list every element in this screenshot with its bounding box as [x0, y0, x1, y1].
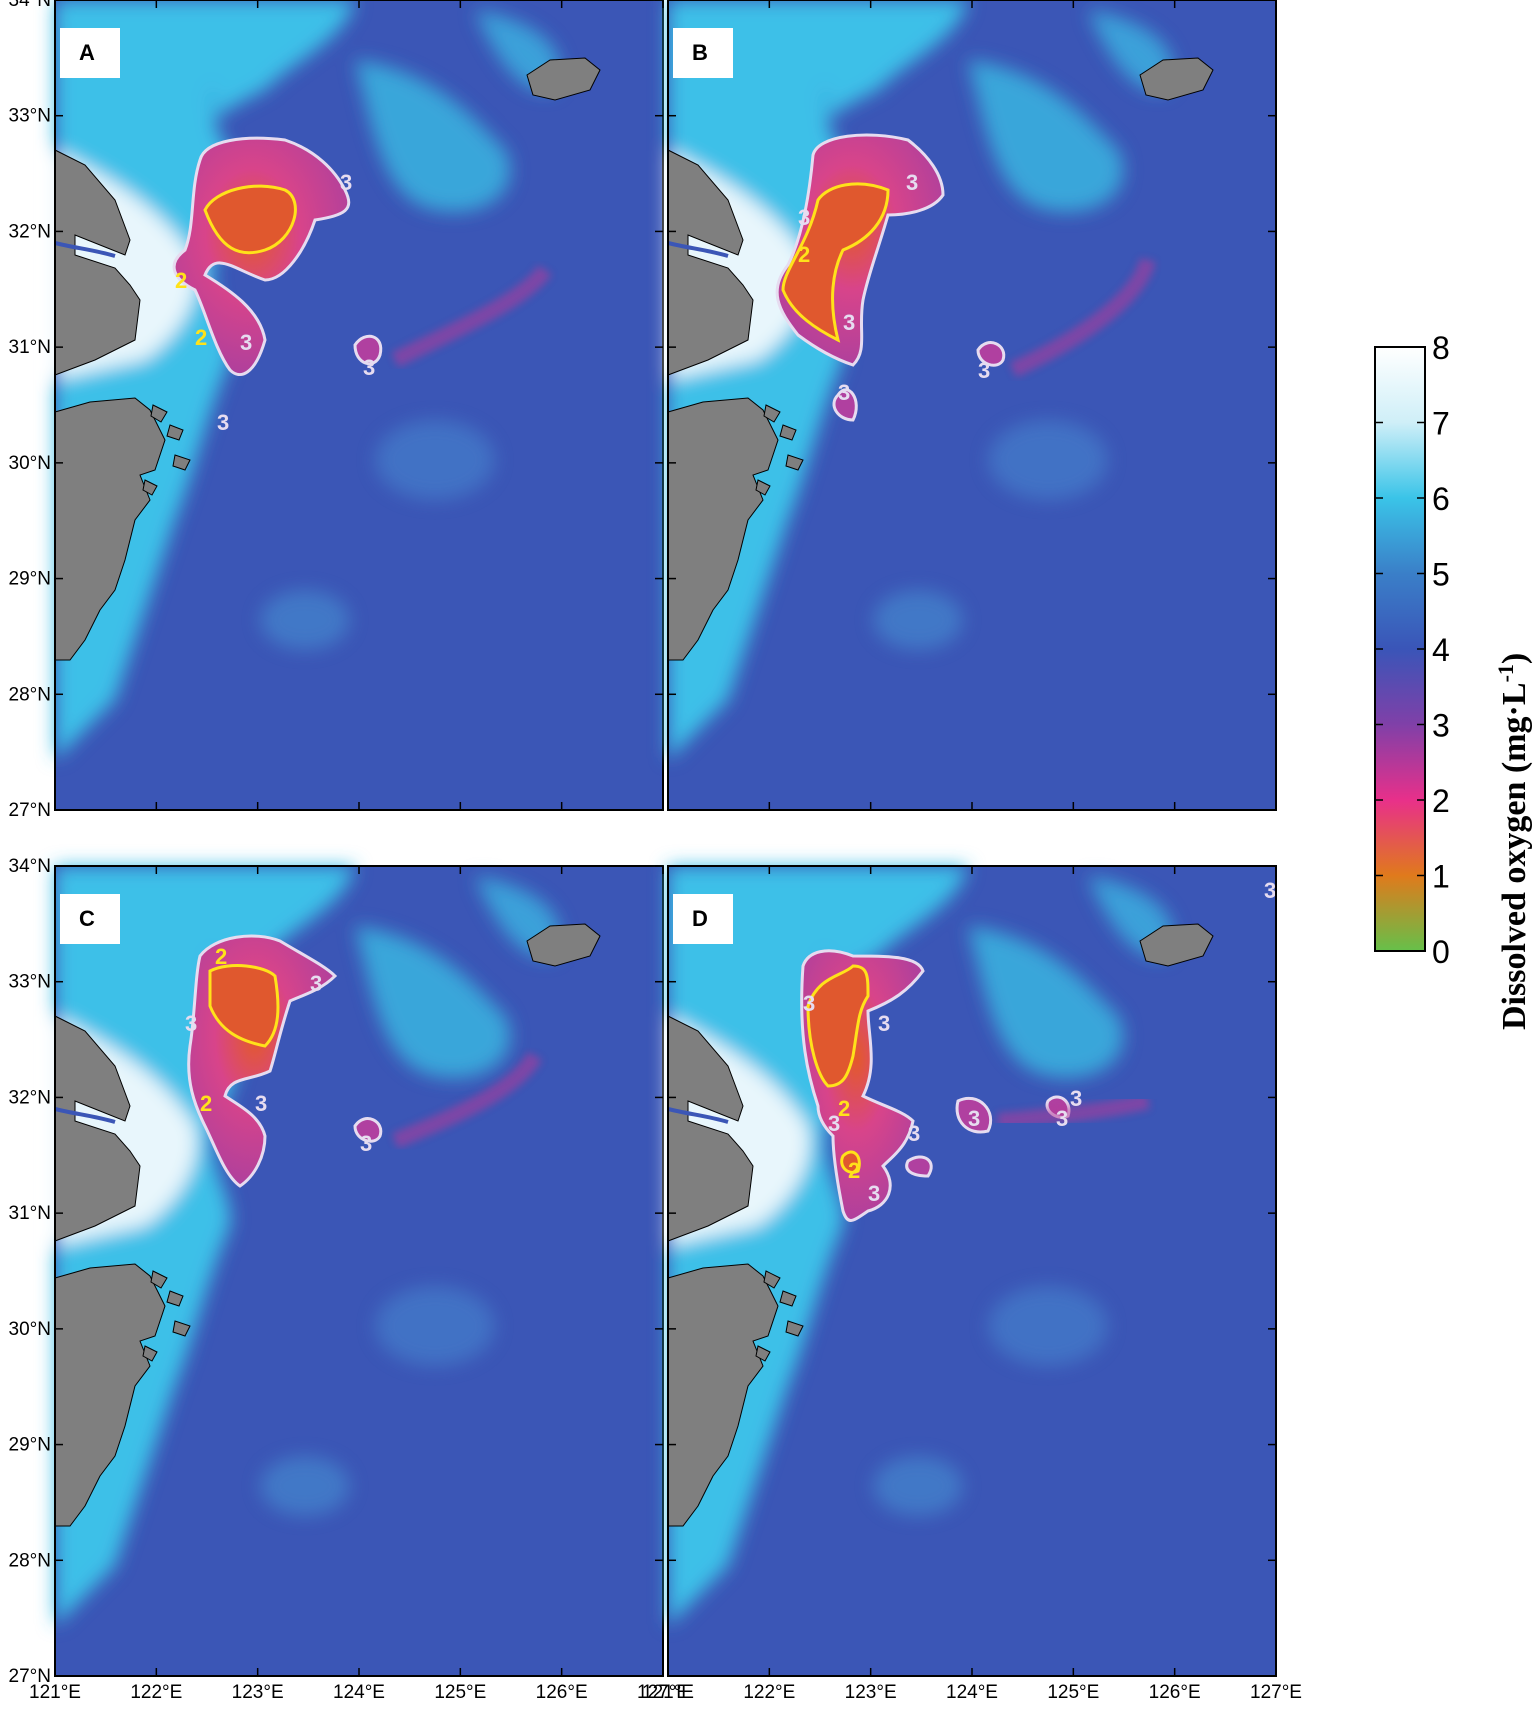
- lat-tick-label: 30°N: [9, 1319, 51, 1340]
- lon-tick-label: 124°E: [333, 1682, 385, 1703]
- colorbar-tick-label: 8: [1432, 330, 1450, 366]
- panel-b: 3 3 3 3 3 2 B: [668, 0, 1276, 810]
- colorbar-tick-label: 5: [1432, 557, 1450, 593]
- lat-tick-label: 33°N: [9, 106, 51, 127]
- lon-tick-label: 121°E: [29, 1682, 81, 1703]
- lon-tick-label: 124°E: [946, 1682, 998, 1703]
- contour-label-2: 2: [200, 1091, 212, 1116]
- lat-tick-label: 32°N: [9, 1087, 51, 1108]
- lat-tick-label: 31°N: [9, 337, 51, 358]
- contour-label-2: 2: [838, 1096, 850, 1121]
- lat-tick-label: 27°N: [9, 800, 51, 821]
- contour-label-3: 3: [968, 1106, 980, 1131]
- panel-a: 3 3 3 3 2 2 A: [55, 0, 663, 810]
- contour-label-3: 3: [185, 1011, 197, 1036]
- lon-tick-label: 127°E: [637, 1682, 689, 1703]
- contour-label-3: 3: [838, 380, 850, 405]
- lat-tick-label: 31°N: [9, 1203, 51, 1224]
- axis-ticks: 27°N 28°N 29°N 30°N 31°N 32°N 33°N 34°N 121°E 122…: [9, 0, 1302, 1703]
- lat-tick-label: 34°N: [9, 856, 51, 877]
- lon-tick-label: 122°E: [743, 1682, 795, 1703]
- contour-label-2: 2: [848, 1158, 860, 1183]
- lon-tick-label: 123°E: [232, 1682, 284, 1703]
- lat-tick-label: 29°N: [9, 1435, 51, 1456]
- colorbar: 0 1 2 3 4 5 6 7 8 Dissolved oxygen (mg·L-1): [1374, 330, 1533, 1030]
- hypoxia-zone-a: 3 3 3 3 2 2: [172, 136, 552, 435]
- colorbar-tick-label: 7: [1432, 406, 1450, 442]
- colorbar-tick-label: 1: [1432, 859, 1450, 895]
- lat-tick-label: 28°N: [9, 1550, 51, 1571]
- lon-tick-label: 125°E: [1047, 1682, 1099, 1703]
- panel-letter: B: [692, 40, 708, 65]
- lon-tick-label: 122°E: [130, 1682, 182, 1703]
- contour-label-3: 3: [878, 1011, 890, 1036]
- panel-d: 3 3 3 3 3 3 3 3 3 2 2 D: [668, 866, 1276, 1676]
- contour-label-3: 3: [908, 1121, 920, 1146]
- colorbar-title: Dissolved oxygen (mg·L-1): [1493, 653, 1533, 1030]
- contour-label-3: 3: [843, 310, 855, 335]
- contour-label-2: 2: [195, 325, 207, 350]
- contour-label-2: 2: [215, 944, 227, 969]
- contour-label-3: 3: [803, 991, 815, 1016]
- panel-letter: C: [79, 906, 95, 931]
- contour-label-3: 3: [240, 330, 252, 355]
- contour-label-3: 3: [906, 170, 918, 195]
- lat-tick-label: 28°N: [9, 684, 51, 705]
- contour-label-3: 3: [798, 205, 810, 230]
- contour-label-3: 3: [1056, 1106, 1068, 1131]
- lon-tick-label: 126°E: [1149, 1682, 1201, 1703]
- lon-tick-label: 123°E: [845, 1682, 897, 1703]
- colorbar-tick-label: 0: [1432, 934, 1450, 970]
- contour-label-3: 3: [310, 971, 322, 996]
- contour-label-3: 3: [1264, 878, 1276, 903]
- lon-tick-label: 126°E: [536, 1682, 588, 1703]
- lat-tick-label: 33°N: [9, 972, 51, 993]
- lat-tick-label: 32°N: [9, 221, 51, 242]
- colorbar-tick-label: 2: [1432, 783, 1450, 819]
- contour-label-2: 2: [175, 268, 187, 293]
- lat-tick-label: 27°N: [9, 1666, 51, 1687]
- hypoxia-zone-d: 3 3 3 3 3 3 3 3 3 2 2: [800, 878, 1276, 1222]
- contour-label-3: 3: [340, 170, 352, 195]
- hypoxia-zone-c: 3 3 3 3 2 2: [185, 934, 542, 1188]
- lat-tick-label: 34°N: [9, 0, 51, 11]
- lon-tick-label: 127°E: [1250, 1682, 1302, 1703]
- lon-tick-label: 121°E: [642, 1682, 694, 1703]
- contour-label-3: 3: [868, 1181, 880, 1206]
- lat-tick-label: 29°N: [9, 569, 51, 590]
- colorbar-tick-label: 4: [1432, 632, 1450, 668]
- contour-label-3: 3: [255, 1091, 267, 1116]
- panel-letter: D: [692, 906, 708, 931]
- lat-tick-label: 30°N: [9, 453, 51, 474]
- panel-letter: A: [79, 40, 95, 65]
- lon-tick-label: 125°E: [434, 1682, 486, 1703]
- contour-label-3: 3: [363, 355, 375, 380]
- contour-label-3: 3: [828, 1111, 840, 1136]
- colorbar-tick-label: 6: [1432, 481, 1450, 517]
- contour-label-3: 3: [1070, 1086, 1082, 1111]
- panel-c: 3 3 3 3 2 2 C: [55, 866, 663, 1676]
- contour-label-3: 3: [978, 358, 990, 383]
- colorbar-tick-label: 3: [1432, 708, 1450, 744]
- contour-label-3: 3: [217, 410, 229, 435]
- contour-label-2: 2: [798, 242, 810, 267]
- contour-label-3: 3: [360, 1131, 372, 1156]
- hypoxia-zone-b: 3 3 3 3 3 2: [775, 133, 1156, 422]
